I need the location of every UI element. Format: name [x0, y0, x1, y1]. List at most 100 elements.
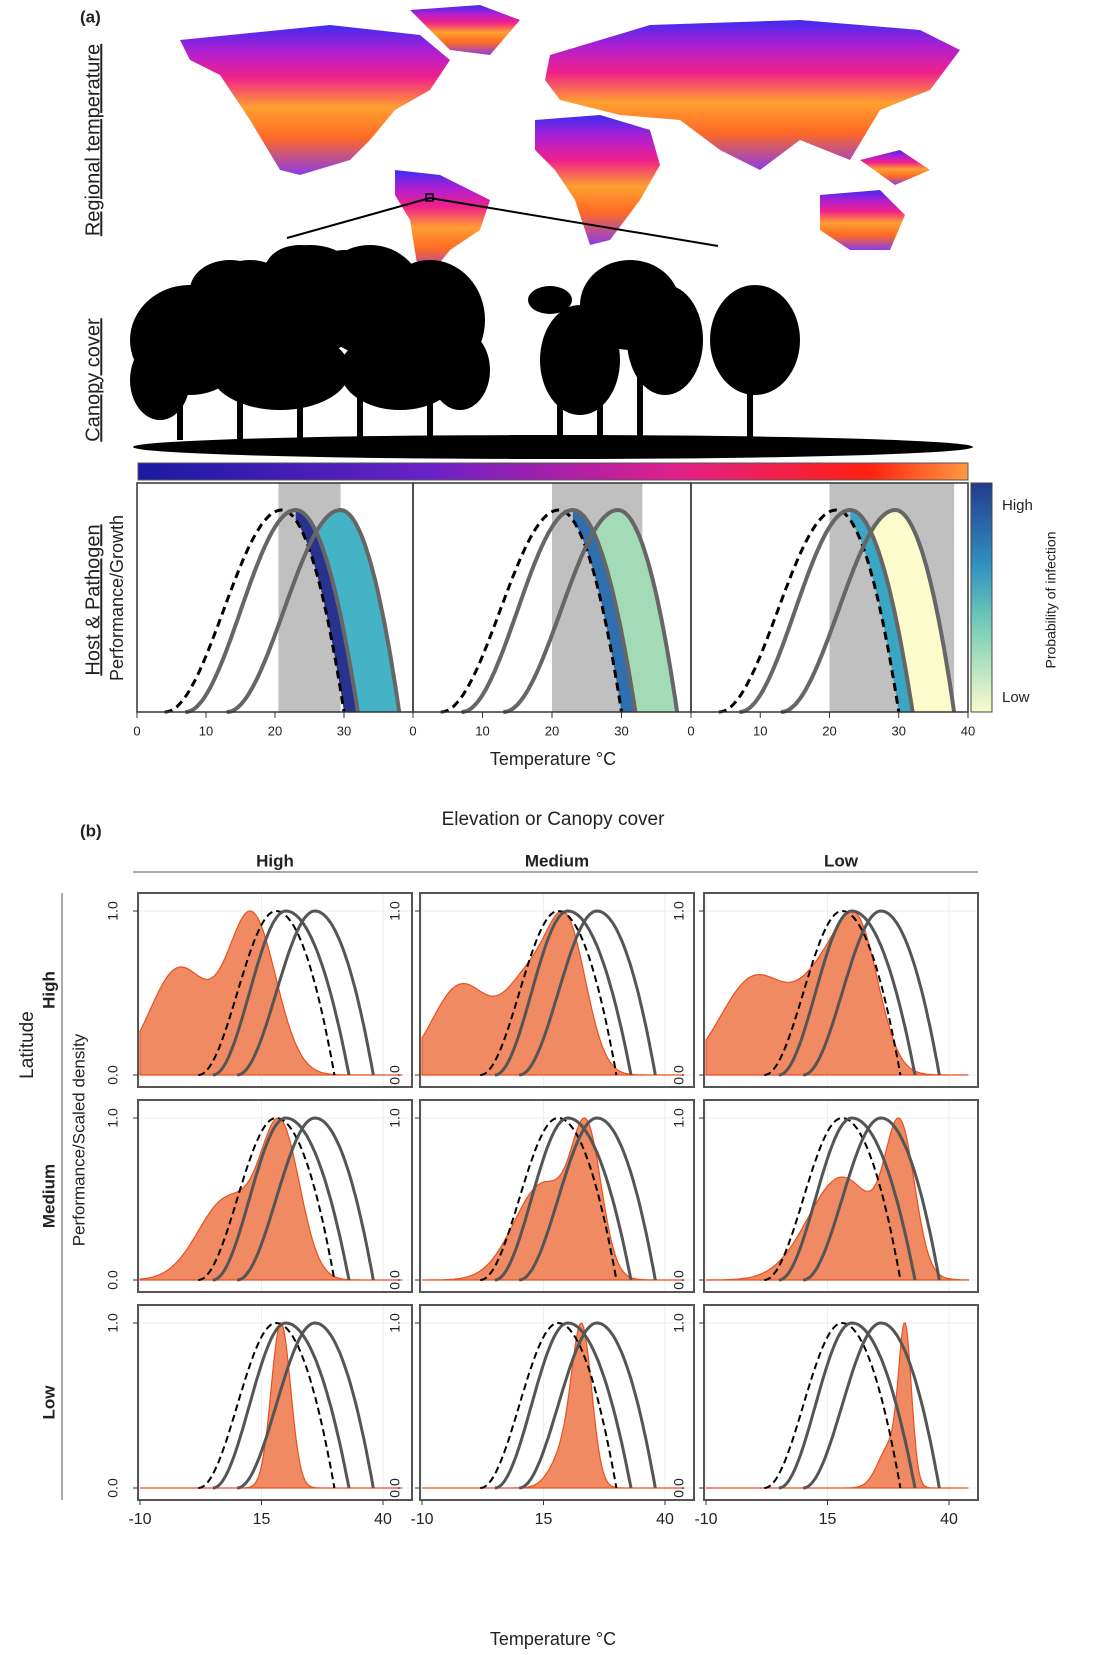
x-tick-label: 40	[656, 1511, 674, 1528]
map-continent	[545, 20, 960, 170]
x-tick-label: 30	[337, 723, 351, 738]
y-tick-label: 0.0	[387, 1478, 403, 1498]
x-tick-label: -10	[694, 1511, 717, 1528]
tree-trunk	[557, 350, 563, 440]
y-tick-label: 0.0	[105, 1065, 121, 1085]
x-tick-label: 15	[253, 1511, 271, 1528]
x-tick-label: 20	[822, 723, 836, 738]
y-tick-label: 1.0	[671, 1108, 687, 1128]
temperature-density	[422, 1322, 685, 1489]
temperature-bar	[137, 462, 969, 481]
legend-title: Probability of infection	[1043, 532, 1059, 669]
tree-crown	[190, 260, 270, 320]
x-tick-label: 40	[961, 723, 975, 738]
map-continent	[410, 5, 520, 55]
row-title: Latitude	[17, 1011, 38, 1079]
host-curve	[226, 507, 402, 714]
host-curve	[494, 1321, 633, 1490]
x-tick-label: 40	[374, 1511, 392, 1528]
y-tick-label: 0.0	[387, 1270, 403, 1290]
y-axis-label: Performance/Growth	[107, 515, 127, 681]
ground	[133, 435, 973, 459]
zoom-line	[286, 197, 431, 239]
y-axis-label: Performance/Scaled density	[69, 1033, 88, 1246]
panel-frame	[703, 892, 979, 1088]
map-continent	[860, 150, 930, 185]
panel-frame	[419, 892, 695, 1088]
row-label: Canopy cover	[82, 318, 104, 442]
tree-crown	[265, 245, 335, 295]
host-curve	[212, 909, 351, 1077]
temperature-density	[421, 910, 685, 1076]
y-tick-label: 0.0	[671, 1065, 687, 1085]
legend-high: High	[1002, 497, 1033, 514]
panel-frame	[703, 1304, 979, 1501]
tree-trunk	[427, 350, 433, 440]
plot-background	[704, 1305, 978, 1500]
y-tick-label: 1.0	[671, 1313, 687, 1333]
tree-trunk	[297, 350, 303, 440]
map-continent	[180, 25, 450, 175]
tree-trunk	[177, 350, 183, 440]
host-curve	[519, 1321, 657, 1490]
tree-trunk	[237, 350, 243, 440]
host-curve	[494, 1116, 633, 1282]
row-label: Host & Pathogen	[82, 524, 104, 675]
host-curve	[803, 1321, 941, 1490]
panel-title: Elevation or Canopy cover	[442, 809, 666, 830]
x-tick-label: 10	[199, 723, 213, 738]
host-curve	[237, 1321, 375, 1490]
x-tick-label: 15	[535, 1511, 553, 1528]
pathogen-curve	[198, 1116, 336, 1281]
tree-crown	[528, 286, 572, 314]
column-label: Medium	[525, 851, 589, 870]
zoom-line	[429, 197, 719, 247]
host-curve	[212, 1116, 351, 1282]
row-label: Low	[39, 1385, 58, 1420]
temperature-density	[706, 1117, 970, 1281]
y-tick-label: 1.0	[105, 1108, 121, 1128]
host-curve	[803, 909, 941, 1077]
tree-trunk	[597, 350, 603, 440]
host-curve	[185, 507, 360, 714]
legend-low: Low	[1002, 689, 1030, 706]
host-curve	[503, 507, 680, 714]
panel-frame	[703, 1099, 979, 1293]
x-tick-label: 15	[819, 1511, 837, 1528]
x-axis-label: Temperature °C	[490, 749, 616, 769]
x-tick-label: 0	[409, 723, 416, 738]
y-tick-label: 1.0	[387, 1313, 403, 1333]
tree-crown	[130, 340, 190, 420]
map-continent	[395, 170, 490, 275]
host-curve	[461, 507, 638, 714]
row-label: High	[39, 971, 58, 1009]
host-curve	[778, 909, 917, 1077]
panel-label: (b)	[80, 821, 102, 840]
panel-frame	[137, 892, 413, 1088]
tree-trunk	[357, 350, 363, 440]
x-tick-label: 30	[892, 723, 906, 738]
temperature-density	[139, 910, 403, 1076]
pathogen-curve	[480, 1116, 618, 1281]
host-curve	[519, 909, 657, 1077]
x-tick-label: 20	[545, 723, 559, 738]
host-curve	[212, 1321, 351, 1490]
x-tick-label: -10	[128, 1511, 151, 1528]
probability-bar	[970, 482, 993, 713]
y-tick-label: 1.0	[671, 901, 687, 921]
x-tick-label: 10	[475, 723, 489, 738]
x-tick-label: -10	[410, 1511, 433, 1528]
temperature-density	[422, 1117, 685, 1281]
y-tick-label: 1.0	[105, 1313, 121, 1333]
y-tick-label: 0.0	[671, 1270, 687, 1290]
infection-area	[295, 510, 400, 712]
panel-frame	[419, 1099, 695, 1293]
panel-frame	[137, 1099, 413, 1293]
map-continent	[820, 190, 905, 250]
row-label: Medium	[39, 1164, 58, 1228]
tree-trunk	[747, 350, 753, 440]
host-curve	[519, 1116, 657, 1282]
host-curve	[778, 1116, 917, 1282]
y-tick-label: 1.0	[387, 901, 403, 921]
